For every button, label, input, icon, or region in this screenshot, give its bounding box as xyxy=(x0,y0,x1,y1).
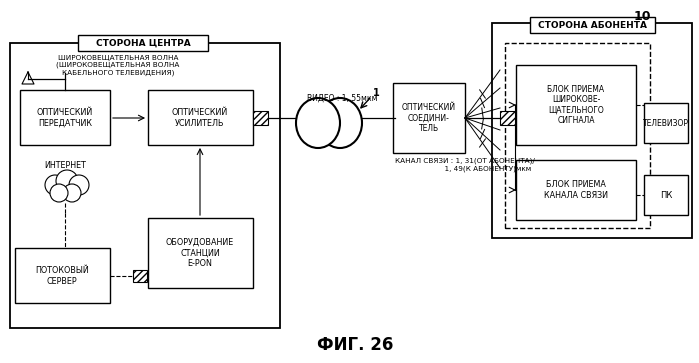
Text: КАНАЛ СВЯЗИ : 1, 31(ОТ АБОНЕНТА)/
                      1, 49(К АБОНЕНТУ)мкм: КАНАЛ СВЯЗИ : 1, 31(ОТ АБОНЕНТА)/ 1, 49(… xyxy=(395,158,535,172)
Circle shape xyxy=(63,184,81,202)
Bar xyxy=(133,270,147,282)
Text: ПК: ПК xyxy=(660,191,672,200)
Text: ОПТИЧЕСКИЙ
ПЕРЕДАТЧИК: ОПТИЧЕСКИЙ ПЕРЕДАТЧИК xyxy=(37,108,93,128)
Text: ОПТИЧЕСКИЙ
УСИЛИТЕЛЬ: ОПТИЧЕСКИЙ УСИЛИТЕЛЬ xyxy=(172,108,228,128)
Text: БЛОК ПРИЕМА
КАНАЛА СВЯЗИ: БЛОК ПРИЕМА КАНАЛА СВЯЗИ xyxy=(544,180,608,200)
Text: ШИРОКОВЕЩАТЕЛЬНАЯ ВОЛНА
(ШИРОКОВЕЩАТЕЛЬНАЯ ВОЛНА
КАБЕЛЬНОГО ТЕЛЕВИДЕНИЯ): ШИРОКОВЕЩАТЕЛЬНАЯ ВОЛНА (ШИРОКОВЕЩАТЕЛЬН… xyxy=(57,54,180,76)
Text: ПОТОКОВЫЙ
СЕРВЕР: ПОТОКОВЫЙ СЕРВЕР xyxy=(35,266,89,286)
Bar xyxy=(78,35,208,51)
Bar xyxy=(148,218,253,288)
Text: БЛОК ПРИЕМА
ШИРОКОВЕ-
ЩАТЕЛЬНОГО
СИГНАЛА: БЛОК ПРИЕМА ШИРОКОВЕ- ЩАТЕЛЬНОГО СИГНАЛА xyxy=(547,85,605,125)
Text: ИНТЕРНЕТ: ИНТЕРНЕТ xyxy=(44,160,86,170)
Bar xyxy=(10,43,280,328)
Circle shape xyxy=(50,184,68,202)
Circle shape xyxy=(56,170,78,192)
Text: ОПТИЧЕСКИЙ
СОЕДИНИ-
ТЕЛЬ: ОПТИЧЕСКИЙ СОЕДИНИ- ТЕЛЬ xyxy=(402,103,456,133)
Bar xyxy=(516,160,636,220)
Text: 1: 1 xyxy=(373,88,380,98)
Text: ФИГ. 26: ФИГ. 26 xyxy=(317,336,393,354)
Text: СТОРОНА ЦЕНТРА: СТОРОНА ЦЕНТРА xyxy=(96,38,190,48)
Bar xyxy=(148,90,253,145)
Bar xyxy=(393,83,465,153)
Bar xyxy=(492,23,692,238)
Bar xyxy=(15,248,110,303)
Circle shape xyxy=(45,175,65,195)
Text: СТОРОНА АБОНЕНТА: СТОРОНА АБОНЕНТА xyxy=(538,20,647,29)
Bar xyxy=(644,103,688,143)
Bar xyxy=(505,43,650,228)
Ellipse shape xyxy=(296,98,340,148)
Text: 10: 10 xyxy=(633,9,651,23)
Text: ВИДЕО : 1, 55мкм: ВИДЕО : 1, 55мкм xyxy=(307,94,377,102)
Bar xyxy=(253,111,268,125)
Ellipse shape xyxy=(318,98,362,148)
Bar xyxy=(516,65,636,145)
Bar xyxy=(644,175,688,215)
Text: ОБОРУДОВАНИЕ
СТАНЦИИ
E-PON: ОБОРУДОВАНИЕ СТАНЦИИ E-PON xyxy=(166,238,234,268)
Bar xyxy=(20,90,110,145)
Bar xyxy=(530,17,655,33)
Bar xyxy=(500,111,515,125)
Text: ТЕЛЕВИЗОР: ТЕЛЕВИЗОР xyxy=(643,118,689,127)
Circle shape xyxy=(69,175,89,195)
